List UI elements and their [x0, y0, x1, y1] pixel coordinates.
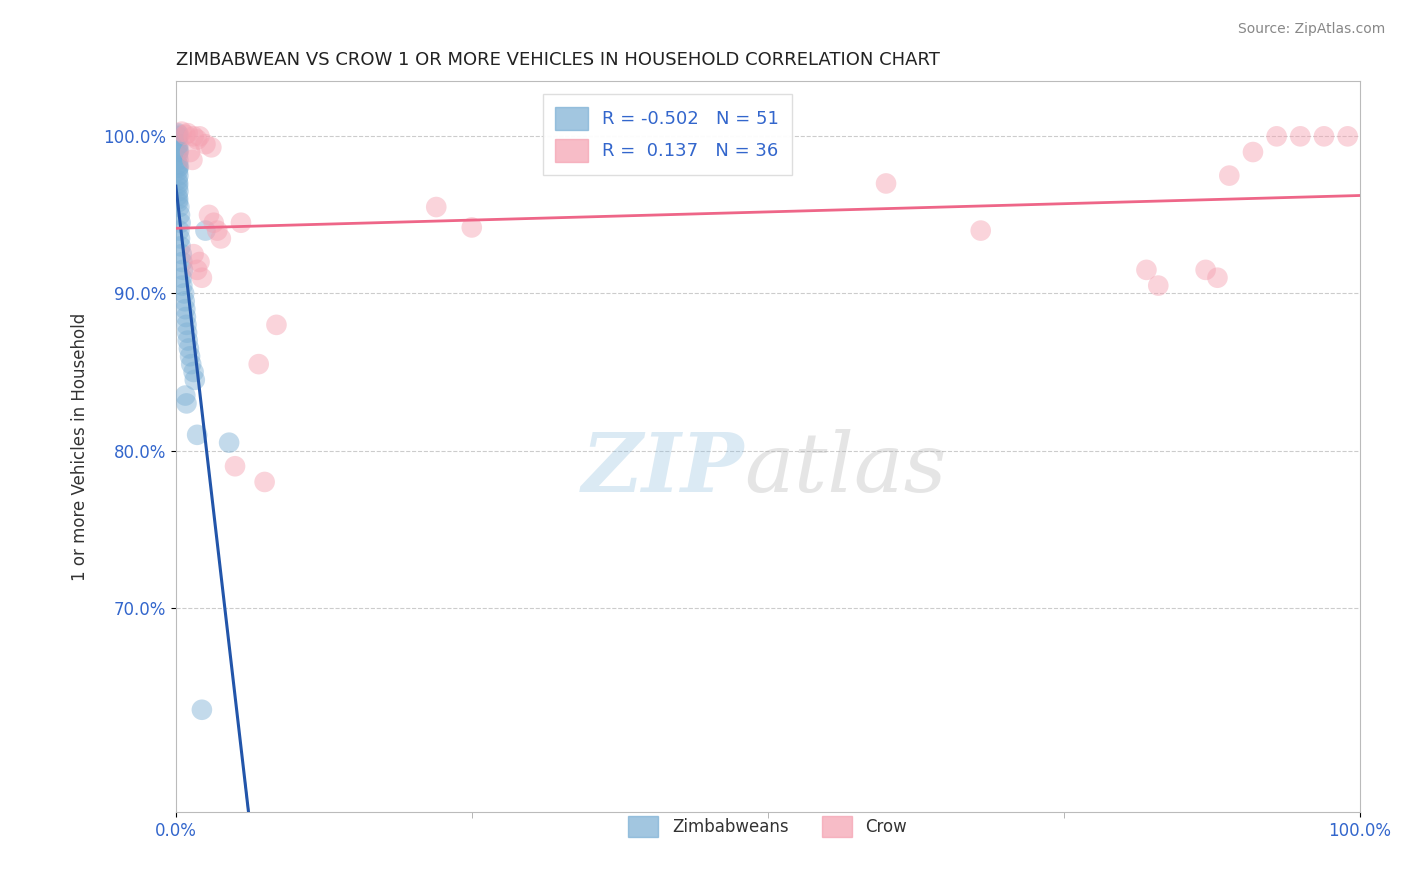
Point	[167, 159, 190, 173]
Point	[169, 208, 191, 222]
Point	[1313, 129, 1336, 144]
Point	[183, 365, 205, 379]
Point	[167, 145, 190, 159]
Point	[170, 270, 193, 285]
Point	[176, 334, 198, 348]
Point	[209, 231, 232, 245]
Point	[425, 200, 447, 214]
Point	[169, 231, 191, 245]
Point	[191, 703, 214, 717]
Point	[176, 396, 198, 410]
Point	[167, 164, 190, 178]
Point	[247, 357, 270, 371]
Point	[970, 224, 993, 238]
Text: ZIMBABWEAN VS CROW 1 OR MORE VEHICLES IN HOUSEHOLD CORRELATION CHART: ZIMBABWEAN VS CROW 1 OR MORE VEHICLES IN…	[176, 51, 939, 69]
Point	[183, 247, 205, 261]
Point	[167, 153, 190, 167]
Point	[169, 216, 191, 230]
Text: ZIP: ZIP	[581, 428, 744, 508]
Point	[183, 129, 205, 144]
Point	[167, 137, 190, 152]
Point	[167, 161, 190, 175]
Text: atlas: atlas	[744, 428, 946, 508]
Point	[170, 247, 193, 261]
Point	[169, 224, 191, 238]
Point	[166, 173, 188, 187]
Point	[167, 128, 190, 142]
Point	[169, 200, 191, 214]
Point	[170, 125, 193, 139]
Point	[167, 169, 190, 183]
Point	[186, 263, 208, 277]
Point	[1206, 270, 1229, 285]
Point	[229, 216, 252, 230]
Point	[166, 126, 188, 140]
Point	[1289, 129, 1312, 144]
Point	[188, 255, 211, 269]
Point	[191, 270, 214, 285]
Point	[1147, 278, 1170, 293]
Point	[188, 129, 211, 144]
Point	[167, 195, 190, 210]
Point	[166, 189, 188, 203]
Point	[173, 294, 195, 309]
Point	[167, 179, 190, 194]
Point	[179, 349, 201, 363]
Point	[167, 184, 190, 198]
Point	[200, 140, 222, 154]
Point	[174, 388, 197, 402]
Point	[167, 132, 190, 146]
Point	[174, 310, 197, 324]
Point	[461, 220, 484, 235]
Point	[177, 342, 200, 356]
Point	[174, 128, 197, 142]
Point	[253, 475, 276, 489]
Point	[167, 192, 190, 206]
Point	[1135, 263, 1157, 277]
Point	[218, 435, 240, 450]
Point	[167, 148, 190, 162]
Point	[207, 224, 229, 238]
Point	[875, 177, 897, 191]
Point	[1265, 129, 1288, 144]
Point	[174, 302, 197, 317]
Text: Source: ZipAtlas.com: Source: ZipAtlas.com	[1237, 22, 1385, 37]
Point	[1337, 129, 1360, 144]
Point	[176, 318, 198, 332]
Point	[172, 255, 194, 269]
Y-axis label: 1 or more Vehicles in Household: 1 or more Vehicles in Household	[72, 312, 89, 581]
Point	[166, 142, 188, 156]
Point	[167, 144, 190, 158]
Point	[169, 239, 191, 253]
Point	[184, 373, 207, 387]
Point	[194, 137, 217, 152]
Point	[266, 318, 288, 332]
Point	[224, 459, 246, 474]
Point	[202, 216, 225, 230]
Point	[172, 263, 194, 277]
Point	[176, 126, 198, 140]
Point	[1218, 169, 1240, 183]
Point	[181, 153, 204, 167]
Point	[173, 286, 195, 301]
Point	[176, 326, 198, 340]
Point	[1241, 145, 1264, 159]
Point	[180, 357, 202, 371]
Point	[186, 427, 208, 442]
Point	[194, 224, 217, 238]
Legend: Zimbabweans, Crow: Zimbabweans, Crow	[621, 809, 914, 844]
Point	[179, 145, 201, 159]
Point	[166, 158, 188, 172]
Point	[167, 177, 190, 191]
Point	[1194, 263, 1216, 277]
Point	[198, 208, 221, 222]
Point	[172, 278, 194, 293]
Point	[167, 129, 190, 144]
Point	[186, 132, 208, 146]
